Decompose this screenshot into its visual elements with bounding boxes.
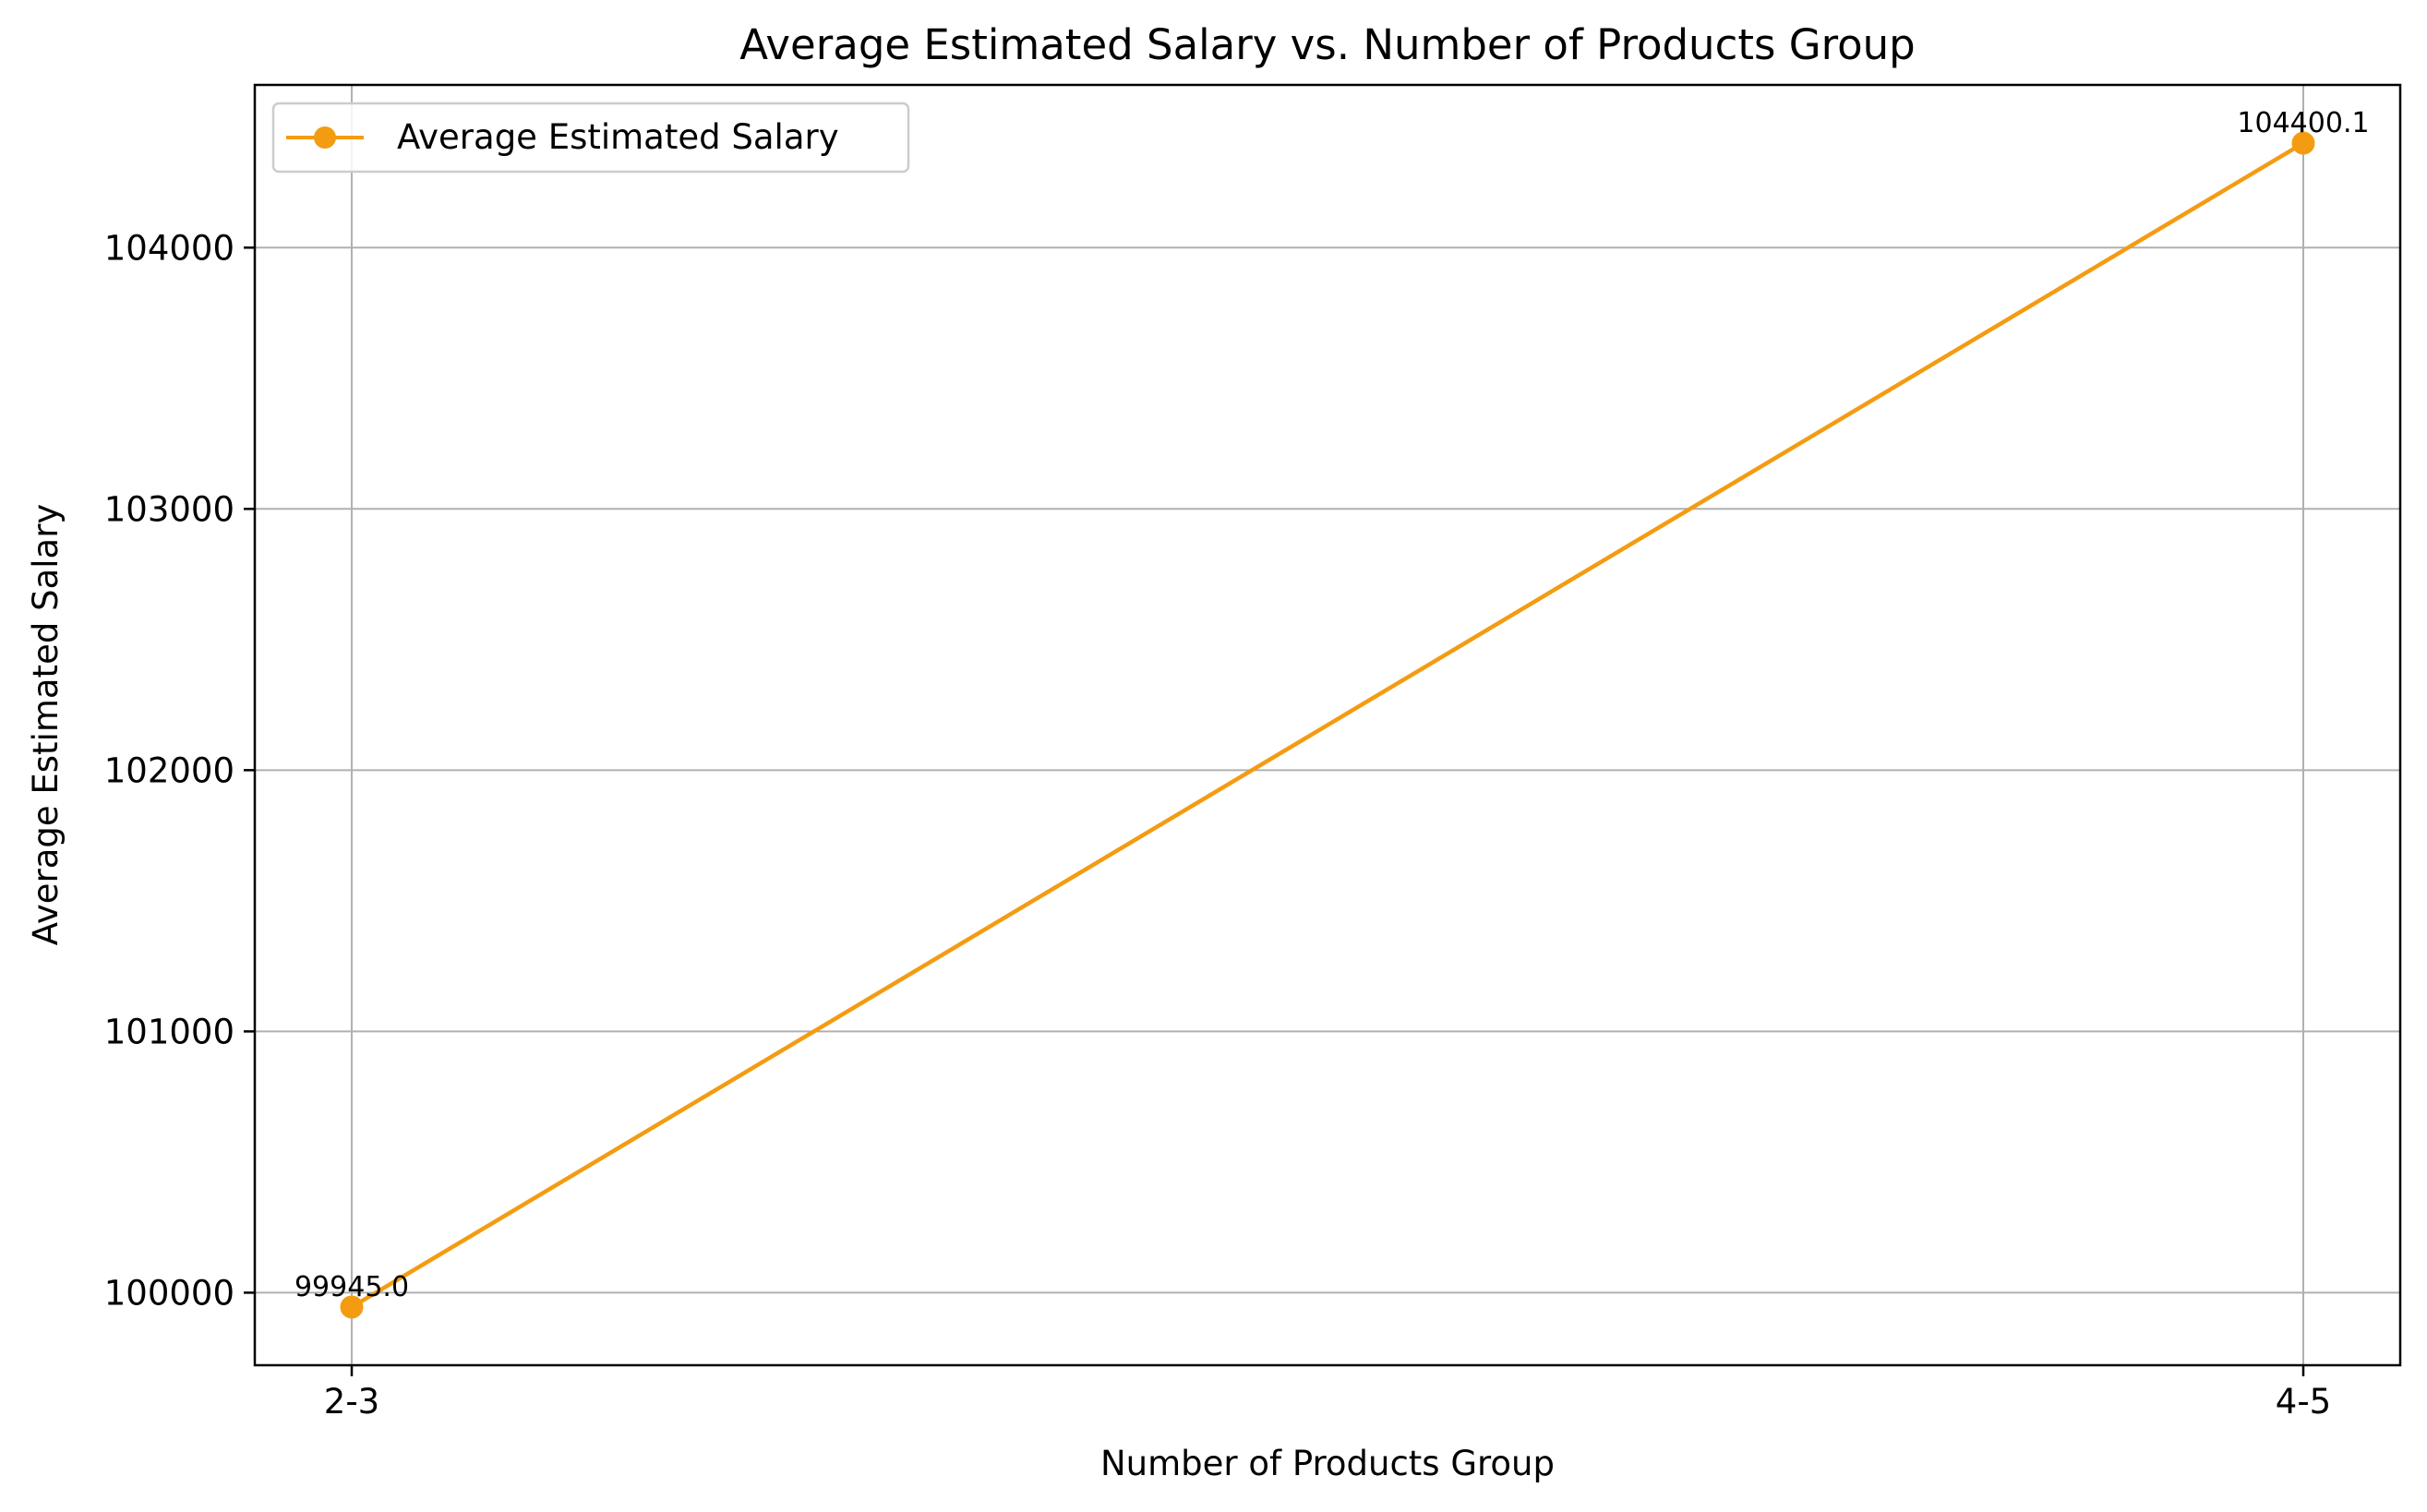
x-tick-label: 4-5 bbox=[2276, 1382, 2331, 1422]
data-label: 99945.0 bbox=[294, 1271, 409, 1303]
plot-area-frame bbox=[253, 83, 2402, 1367]
series-layer bbox=[340, 131, 2315, 1319]
legend-box bbox=[271, 102, 910, 174]
data-labels: 99945.0 104400.1 bbox=[294, 107, 2370, 1303]
legend-entry-label: Average Estimated Salary bbox=[397, 117, 839, 157]
x-axis-label: Number of Products Group bbox=[1100, 1444, 1555, 1483]
y-tick-label: 100000 bbox=[104, 1273, 234, 1313]
y-tick-label: 102000 bbox=[104, 750, 234, 790]
gridlines bbox=[255, 85, 2400, 1365]
ticks: 100000 101000 102000 103000 104000 2-3 4-5 bbox=[104, 228, 2331, 1422]
y-tick-label: 104000 bbox=[104, 228, 234, 268]
x-tick-label: 2-3 bbox=[324, 1382, 379, 1422]
data-point-marker bbox=[2291, 131, 2315, 155]
data-label: 104400.1 bbox=[2237, 107, 2369, 139]
data-point-marker bbox=[340, 1295, 364, 1319]
y-axis-label: Average Estimated Salary bbox=[26, 504, 66, 946]
series-line bbox=[350, 141, 2305, 1309]
y-tick-label: 103000 bbox=[104, 489, 234, 529]
chart-title: Average Estimated Salary vs. Number of P… bbox=[739, 20, 1915, 69]
legend-marker-swatch bbox=[314, 126, 336, 149]
y-tick-label: 101000 bbox=[104, 1012, 234, 1051]
legend: Average Estimated Salary bbox=[271, 102, 910, 174]
